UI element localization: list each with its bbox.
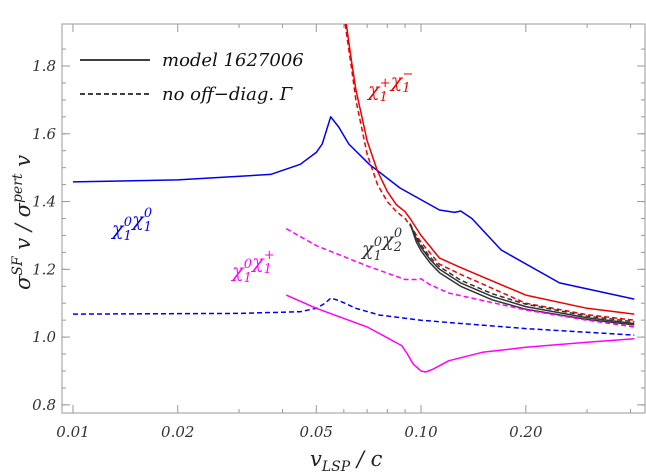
x-tick-label: 0.05 <box>300 423 333 441</box>
legend-label-model: model 1627006 <box>162 50 304 71</box>
series-n1n1-model <box>72 116 635 300</box>
x-tick-label: 0.01 <box>56 423 89 441</box>
series-group <box>72 23 635 373</box>
series-n1n1-nooff <box>72 297 635 336</box>
y-tick-label: 1.0 <box>32 328 56 346</box>
series-c1c1-model <box>345 23 635 315</box>
y-tick-label: 1.2 <box>32 260 56 278</box>
series-n1c1-model <box>285 294 635 373</box>
x-axis-label: vLSP / c <box>310 447 383 474</box>
annotation-n1n1: χ10χ10 <box>110 206 152 244</box>
annotation-n1n2: χ10χ20 <box>360 226 402 264</box>
annotation-n1c1: χ10χ1+ <box>230 248 275 286</box>
y-tick-label: 1.6 <box>32 125 56 143</box>
series-c1c1-nooff <box>344 23 635 321</box>
annotation-c1c1: χ1+χ1− <box>366 67 413 105</box>
y-tick-label: 1.4 <box>32 193 56 211</box>
series-n1n2-model-b <box>409 223 635 326</box>
series-n1n2-model <box>409 223 635 325</box>
ticks: 0.01 0.02 0.05 0.10 0.20 0.8 1.0 1.2 1.4 1.6 1.8 <box>32 24 645 441</box>
x-tick-label: 0.02 <box>161 423 194 441</box>
series-n1c1-nooff <box>285 228 635 328</box>
series-n1n2-nooff <box>409 223 635 323</box>
y-tick-label: 1.8 <box>32 57 56 75</box>
legend: model 1627006 no off−diag. Γ <box>80 50 304 105</box>
legend-label-nooff: no off−diag. Γ <box>162 84 294 105</box>
x-tick-label: 0.20 <box>509 423 543 441</box>
x-tick-label: 0.10 <box>404 423 438 441</box>
annotations: χ10χ10 χ10χ1+ χ1+χ1− χ10χ20 <box>110 67 413 286</box>
y-axis-label: σSF v / σpert v <box>10 155 35 290</box>
y-tick-label: 0.8 <box>32 396 56 414</box>
